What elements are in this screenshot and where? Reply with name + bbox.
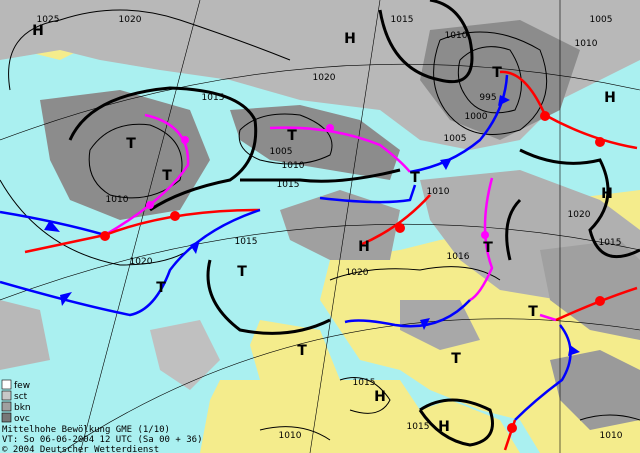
isobar-label: 995 (479, 93, 496, 103)
isobar-label: 1020 (313, 73, 336, 83)
pressure-center: T (287, 128, 297, 144)
isobar-label: 1015 (407, 422, 430, 432)
isobar-label: 1015 (599, 238, 622, 248)
pressure-center: H (32, 23, 44, 39)
isobar-label: 1025 (37, 15, 60, 25)
isobar-label: 1020 (568, 210, 591, 220)
isobar-label: 1005 (590, 15, 613, 25)
footer-line: © 2004 Deutscher Wetterdienst (2, 445, 159, 453)
isobar-label: 1015 (391, 15, 414, 25)
pressure-center: T (483, 240, 493, 256)
pressure-center: H (358, 239, 370, 255)
isobar-label: 1010 (279, 431, 302, 441)
pressure-center: T (237, 264, 247, 280)
isobar-label: 1010 (427, 187, 450, 197)
legend-label: ovc (14, 414, 30, 424)
isobar-label: 1000 (465, 112, 488, 122)
isobar-label: 1010 (282, 161, 305, 171)
isobar-label: 1015 (202, 93, 225, 103)
pressure-center: H (438, 419, 450, 435)
pressure-center: T (410, 170, 420, 186)
isobar-label: 1010 (106, 195, 129, 205)
legend-label: bkn (14, 403, 31, 413)
isobar-label: 1015 (277, 180, 300, 190)
legend-label: few (14, 381, 30, 391)
isobar-label: 1010 (600, 431, 623, 441)
pressure-center: T (126, 136, 136, 152)
pressure-center: T (492, 65, 502, 81)
isobar-label: 1015 (235, 237, 258, 247)
footer-line: Mittelhohe Bewölkung GME (1/10) (2, 425, 170, 435)
pressure-center: T (156, 280, 166, 296)
isobar-label: 1016 (447, 252, 470, 262)
pressure-center: T (162, 168, 172, 184)
pressure-center: T (528, 304, 538, 320)
isobar-label: 1020 (346, 268, 369, 278)
pressure-center: T (451, 351, 461, 367)
footer-line: VT: So 06-06-2004 12 UTC (Sa 00 + 36) (2, 435, 202, 445)
pressure-center: H (344, 31, 356, 47)
labels: 1025 1020 1015 1010 1005 1010 1020 1015 995 1000 1… (2, 15, 623, 453)
isobar-label: 1005 (444, 134, 467, 144)
isobar-label: 1015 (353, 378, 376, 388)
front-symbols (44, 95, 605, 433)
pressure-center: H (601, 186, 613, 202)
legend-swatches (1, 379, 12, 423)
isobar-label: 1010 (445, 31, 468, 41)
isobar-label: 1020 (130, 257, 153, 267)
pressure-center: T (297, 343, 307, 359)
isobar-label: 1005 (270, 147, 293, 157)
pressure-center: H (374, 389, 386, 405)
fronts (0, 70, 638, 451)
pressure-center: H (604, 90, 616, 106)
legend-label: sct (14, 392, 28, 402)
isobar-label: 1020 (119, 15, 142, 25)
isobar-label: 1010 (575, 39, 598, 49)
